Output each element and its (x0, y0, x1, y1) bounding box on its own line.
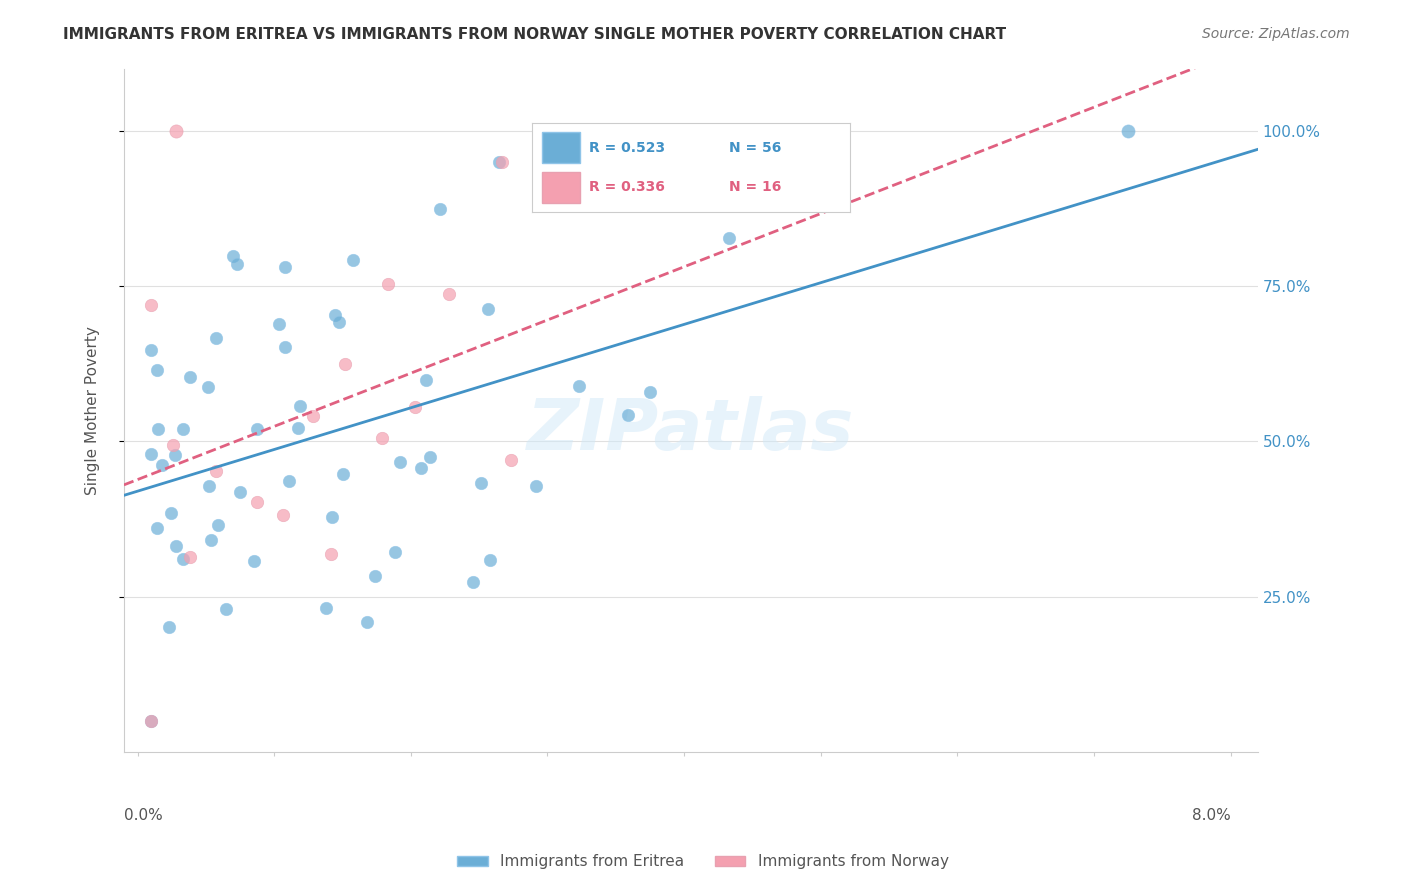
Point (172, 551, 194, 566)
Point (141, 714, 163, 729)
Point (225, 257, 247, 271)
Text: 0.0%: 0.0% (124, 808, 163, 823)
Point (315, 600, 337, 615)
Point (755, 164, 778, 178)
Point (163, 448, 186, 462)
Point (461, 575, 484, 590)
Point (409, 461, 432, 475)
Point (141, 447, 163, 461)
Point (222, 249, 245, 263)
Point (179, 549, 201, 564)
Point (342, 252, 364, 267)
Point (160, 507, 183, 521)
Point (200, 533, 222, 548)
Point (157, 620, 180, 634)
Point (267, 317, 290, 331)
Point (274, 260, 297, 274)
Point (638, 384, 661, 399)
Point (287, 421, 309, 435)
Point (246, 422, 269, 436)
Point (323, 308, 346, 322)
Point (165, 539, 187, 553)
Y-axis label: Single Mother Poverty: Single Mother Poverty (86, 326, 100, 495)
Point (524, 479, 547, 493)
Point (1116, 124, 1139, 138)
Point (328, 315, 350, 329)
Point (321, 510, 343, 524)
Point (146, 422, 169, 436)
Point (363, 569, 385, 583)
Point (273, 341, 295, 355)
Point (271, 508, 294, 523)
Point (277, 474, 299, 488)
Point (141, 714, 163, 729)
Point (491, 154, 513, 169)
Text: Source: ZipAtlas.com: Source: ZipAtlas.com (1202, 27, 1350, 41)
Point (335, 357, 357, 371)
Point (141, 343, 163, 358)
Point (165, 124, 187, 138)
Point (288, 399, 311, 413)
Point (215, 601, 238, 615)
Point (146, 363, 169, 377)
Point (319, 547, 342, 561)
Point (246, 495, 269, 509)
Point (243, 554, 266, 568)
Point (204, 464, 226, 478)
Point (150, 458, 173, 472)
Point (617, 408, 640, 422)
Point (718, 231, 741, 245)
Point (488, 154, 510, 169)
Point (207, 518, 229, 533)
Point (162, 437, 184, 451)
Legend: Immigrants from Eritrea, Immigrants from Norway: Immigrants from Eritrea, Immigrants from… (451, 848, 955, 875)
Point (172, 421, 194, 435)
Point (198, 479, 221, 493)
Point (302, 409, 325, 424)
Point (356, 615, 378, 629)
Point (179, 369, 201, 384)
Point (384, 544, 406, 558)
Point (145, 521, 167, 535)
Point (568, 379, 591, 393)
Point (479, 552, 502, 566)
Point (470, 476, 492, 491)
Point (419, 450, 441, 465)
Point (332, 467, 354, 482)
Point (228, 485, 250, 500)
Point (477, 301, 499, 316)
Point (197, 380, 219, 394)
Point (371, 431, 394, 445)
Point (429, 202, 451, 216)
Point (404, 401, 426, 415)
Text: IMMIGRANTS FROM ERITREA VS IMMIGRANTS FROM NORWAY SINGLE MOTHER POVERTY CORRELAT: IMMIGRANTS FROM ERITREA VS IMMIGRANTS FR… (63, 27, 1007, 42)
Point (388, 454, 411, 468)
Point (141, 298, 163, 312)
Text: ZIPatlas: ZIPatlas (527, 396, 855, 466)
Point (501, 453, 523, 467)
Point (377, 277, 399, 291)
Text: 8.0%: 8.0% (1192, 808, 1230, 823)
Point (415, 373, 437, 387)
Point (205, 331, 228, 345)
Point (437, 287, 460, 301)
